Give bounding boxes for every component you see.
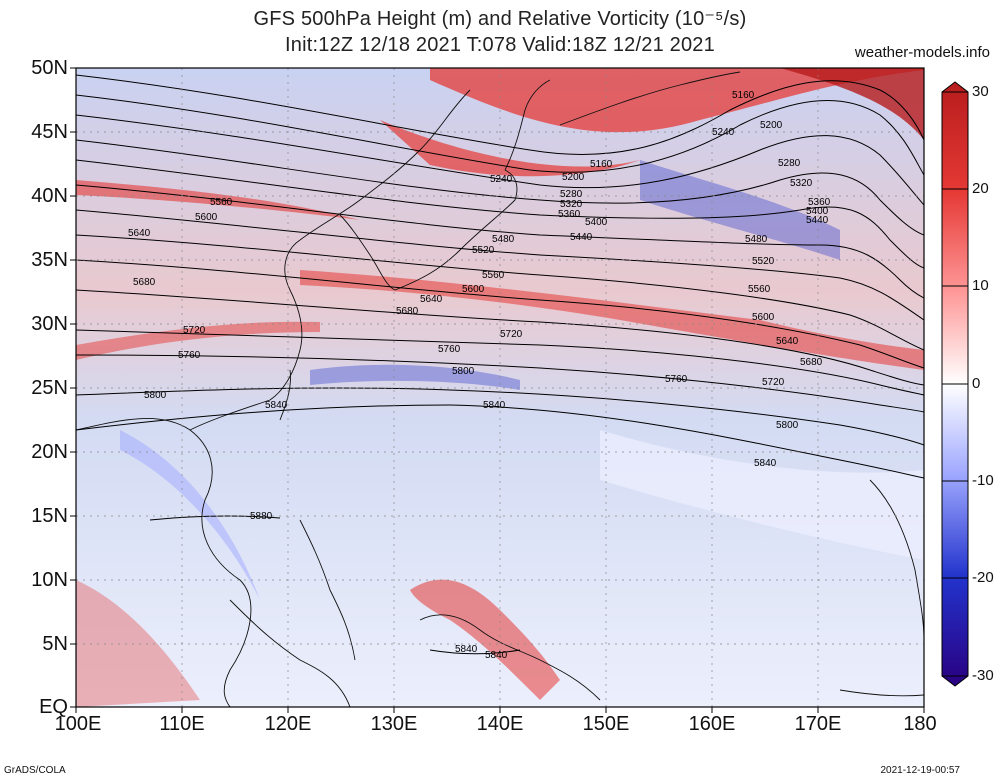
lon-label: 100E [54,713,102,735]
lat-label: 45N [31,121,68,143]
lat-lon-grid [76,68,924,707]
contour-label: 5560 [482,270,505,281]
contour-label: 5280 [778,158,801,169]
lat-label: 5N [42,633,68,655]
lon-label: 180 [903,713,937,735]
contour-label: 5720 [500,329,523,340]
contour-label: 5840 [754,458,777,469]
lat-label: 15N [31,505,68,527]
footer-timestamp: 2021-12-19-00:57 [880,765,960,776]
contour-label: 5840 [483,400,506,411]
contour-label: 5200 [760,120,783,131]
lat-label: 35N [31,249,68,271]
contour-label: 5760 [665,374,688,385]
contour-label: 5160 [732,90,755,101]
contour-label: 5840 [455,644,478,655]
axis-ticks [70,67,925,713]
height-contours [76,74,924,655]
site-credit: weather-models.info [854,44,990,61]
contour-label: 5360 [808,197,831,208]
contour-label: 5280 [560,189,583,200]
contour-label: 5800 [452,366,475,377]
contour-label: 5400 [806,206,829,217]
contour-label: 5320 [790,178,813,189]
colorbar-label: 0 [972,375,981,392]
colorbar-label: 20 [972,180,989,197]
chart-subtitle: Init:12Z 12/18 2021 T:078 Valid:18Z 12/2… [285,34,715,56]
contour-label: 5720 [762,377,785,388]
contour-label: 5520 [752,256,775,267]
contour-label: 5240 [490,174,513,185]
contour-label: 5680 [800,357,823,368]
contour-label: 5680 [396,306,419,317]
contour-labels: 5160 5160 5200 5200 5240 5240 5280 5280 … [128,90,831,661]
contour-label: 5600 [462,284,485,295]
lon-label: 140E [476,713,524,735]
contour-label: 5840 [485,650,508,661]
lat-label: 20N [31,441,68,463]
contour-label: 5560 [748,284,771,295]
lon-label: 110E [159,713,205,735]
lon-label: 130E [370,713,418,735]
contour-label: 5760 [178,350,201,361]
lat-label: 40N [31,185,68,207]
colorbar-label: 30 [972,83,989,100]
contour-label: 5760 [438,344,461,355]
lon-label: 150E [582,713,630,735]
colorbar [941,81,969,687]
coastlines [76,71,924,707]
contour-label: 5400 [585,217,608,228]
contour-label: 5560 [210,197,233,208]
contour-label: 5880 [250,511,273,522]
contour-label: 5800 [776,420,799,431]
contour-label: 5480 [492,234,515,245]
contour-label: 5440 [806,215,829,226]
contour-label: 5160 [590,159,613,170]
contour-label: 5800 [144,390,167,401]
lon-label: 170E [794,713,842,735]
lat-label: 30N [31,313,68,335]
contour-label: 5360 [558,209,581,220]
lat-label: EQ [39,696,68,718]
contour-label: 5480 [745,234,768,245]
colorbar-label: -30 [972,667,994,684]
colorbar-label: -20 [972,569,994,586]
contour-label: 5600 [752,312,775,323]
lat-label: 25N [31,377,68,399]
colorbar-label: -10 [972,472,994,489]
lat-label: 50N [31,57,68,79]
contour-label: 5200 [562,172,585,183]
contour-label: 5520 [472,245,495,256]
contour-label: 5600 [195,212,218,223]
contour-label: 5240 [712,127,735,138]
contour-label: 5320 [560,199,583,210]
contour-label: 5840 [265,400,288,411]
lon-label: 160E [688,713,736,735]
lat-label: 10N [31,569,68,591]
footer-credit: GrADS/COLA [4,765,66,776]
contour-label: 5680 [133,277,156,288]
contour-label: 5640 [128,228,151,239]
contour-label: 5720 [183,325,206,336]
contour-label: 5640 [776,336,799,347]
contour-label: 5440 [570,232,593,243]
contour-label: 5640 [420,294,443,305]
lon-label: 120E [264,713,312,735]
chart-title: GFS 500hPa Height (m) and Relative Vorti… [253,8,747,30]
colorbar-label: 10 [972,277,989,294]
